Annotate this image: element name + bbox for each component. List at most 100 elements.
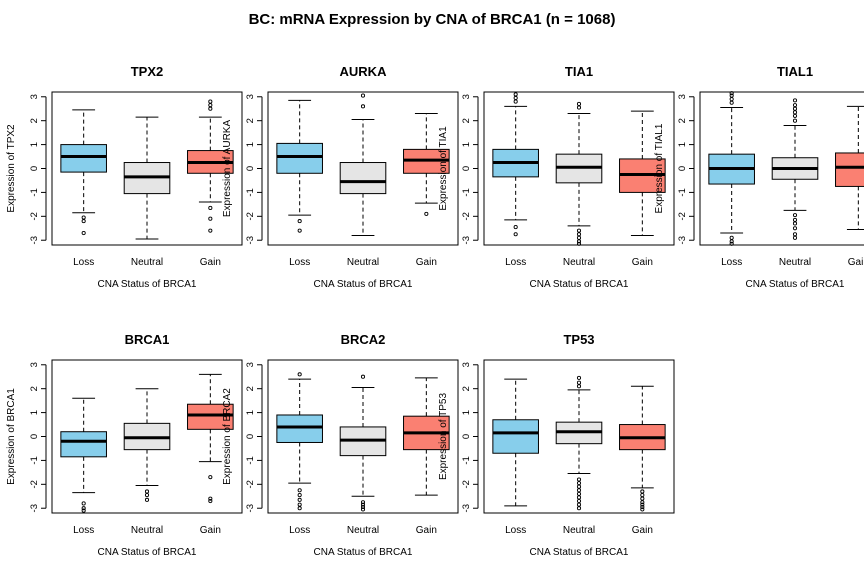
y-tick-label: -2	[461, 480, 472, 488]
x-tick-label-neutral: Neutral	[347, 525, 379, 536]
outlier-point	[792, 103, 798, 108]
outlier-point	[360, 507, 366, 512]
x-tick-label-neutral: Neutral	[563, 257, 595, 268]
y-tick-label: -2	[461, 212, 472, 220]
y-tick-label: -2	[677, 212, 688, 220]
box-loss	[708, 91, 755, 246]
y-tick-label: 2	[245, 386, 256, 391]
y-tick-label: -2	[245, 212, 256, 220]
outlier-point	[576, 491, 582, 496]
outlier-point	[81, 508, 86, 513]
outlier-point	[792, 232, 798, 237]
box-gain	[187, 99, 234, 233]
y-tick-label: 2	[461, 386, 472, 391]
x-tick-label-loss: Loss	[289, 257, 310, 268]
x-tick-label-loss: Loss	[505, 525, 526, 536]
outlier-point	[576, 235, 582, 240]
x-tick-label-gain: Gain	[416, 257, 437, 268]
outlier-point	[792, 217, 798, 222]
plot-frame	[51, 91, 243, 246]
box-gain	[835, 105, 864, 230]
outlier-point	[81, 219, 86, 224]
y-tick-label: 3	[461, 362, 472, 367]
outlier-point	[208, 106, 213, 111]
x-tick-label-loss: Loss	[73, 257, 94, 268]
y-tick-label: 2	[677, 118, 688, 123]
iqr-box	[60, 431, 107, 458]
y-axis-label: Expression of TIAL1	[654, 123, 665, 213]
y-axis-label: Expression of BRCA1	[6, 388, 17, 485]
outlier-point	[81, 501, 86, 506]
panel-title: BRCA2	[341, 332, 386, 347]
outlier-point	[792, 213, 798, 218]
outlier-point	[144, 493, 150, 498]
outlier-point	[640, 489, 645, 494]
x-axis-label: CNA Status of BRCA1	[314, 279, 413, 290]
outlier-point	[792, 113, 798, 118]
outlier-point	[576, 477, 582, 482]
panel-tp53: TP53 Expression of TP53 CNA Status of BRCA…	[438, 332, 675, 558]
y-tick-label: -3	[461, 236, 472, 244]
outlier-point	[576, 506, 582, 511]
box-gain	[619, 385, 666, 512]
y-tick-label: 1	[245, 410, 256, 415]
outlier-point	[640, 502, 645, 507]
panel-aurka: AURKA Expression of AURKA CNA Status of BR…	[222, 64, 459, 290]
outlier-point	[792, 226, 798, 231]
y-tick-label: 2	[461, 118, 472, 123]
y-tick-label: 0	[29, 166, 40, 171]
outlier-point	[792, 235, 798, 240]
box-loss	[492, 92, 539, 237]
outlier-point	[297, 493, 302, 498]
outlier-point	[576, 228, 582, 233]
y-tick-label: 0	[461, 166, 472, 171]
outlier-point	[729, 93, 734, 98]
y-tick-label: 0	[461, 434, 472, 439]
x-tick-label-loss: Loss	[505, 257, 526, 268]
outlier-point	[792, 118, 798, 123]
y-tick-label: -3	[245, 236, 256, 244]
y-axis-label: Expression of BRCA2	[222, 388, 233, 485]
outlier-point	[729, 235, 734, 240]
y-tick-label: 2	[29, 386, 40, 391]
y-tick-label: 1	[677, 142, 688, 147]
y-tick-label: 3	[245, 362, 256, 367]
iqr-box	[276, 142, 323, 174]
iqr-box	[60, 144, 107, 173]
outlier-point	[640, 493, 645, 498]
outlier-point	[576, 484, 582, 489]
outlier-point	[360, 374, 366, 379]
outlier-point	[81, 230, 86, 236]
x-tick-label-neutral: Neutral	[131, 525, 163, 536]
plot-frame	[483, 91, 675, 246]
y-tick-label: -2	[245, 480, 256, 488]
x-axis-label: CNA Status of BRCA1	[98, 279, 197, 290]
outlier-point	[208, 475, 213, 480]
iqr-box	[276, 414, 323, 443]
plot-frame	[699, 91, 864, 246]
y-tick-label: 0	[677, 166, 688, 171]
outlier-point	[640, 496, 645, 501]
outlier-point	[360, 504, 366, 510]
x-tick-label-loss: Loss	[721, 257, 742, 268]
panel-title: BRCA1	[125, 332, 170, 347]
y-tick-label: 1	[29, 142, 40, 147]
x-axis-label: CNA Status of BRCA1	[746, 279, 845, 290]
x-axis-label: CNA Status of BRCA1	[530, 279, 629, 290]
outlier-point	[208, 498, 213, 504]
outlier-point	[360, 502, 366, 507]
box-neutral	[339, 93, 387, 236]
outlier-point	[208, 228, 213, 233]
outlier-point	[360, 93, 366, 98]
outlier-point	[208, 496, 213, 501]
box-gain	[403, 113, 450, 216]
outlier-point	[297, 219, 302, 224]
outlier-point	[640, 500, 645, 505]
y-tick-label: 3	[245, 94, 256, 99]
outlier-point	[513, 225, 518, 230]
box-neutral	[555, 101, 603, 246]
plot-frame	[51, 359, 243, 514]
panel-tia1: TIA1 Expression of TIA1 CNA Status of BRCA…	[438, 64, 675, 290]
x-tick-label-neutral: Neutral	[563, 525, 595, 536]
panel-title: TPX2	[131, 64, 164, 79]
